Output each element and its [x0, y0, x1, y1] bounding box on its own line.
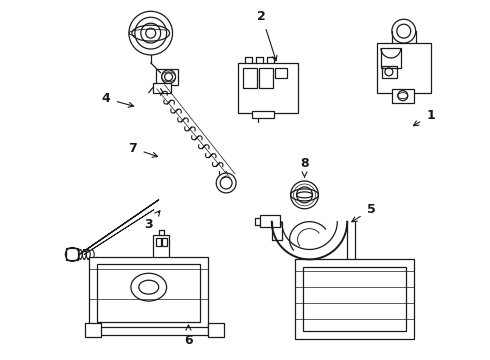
- Bar: [260, 215, 280, 227]
- Bar: [208, 323, 224, 337]
- Bar: [66, 248, 78, 260]
- Bar: [238, 63, 297, 113]
- Bar: [162, 238, 167, 247]
- Bar: [89, 327, 208, 335]
- Bar: [85, 323, 101, 337]
- Bar: [381, 48, 401, 68]
- Bar: [259, 68, 273, 88]
- Text: 2: 2: [257, 10, 277, 61]
- Bar: [243, 68, 257, 88]
- Bar: [156, 238, 161, 247]
- Bar: [156, 69, 177, 85]
- Bar: [89, 257, 208, 329]
- Circle shape: [291, 181, 318, 209]
- Bar: [392, 89, 414, 103]
- Bar: [275, 68, 287, 78]
- Circle shape: [392, 19, 416, 43]
- Bar: [153, 83, 171, 93]
- Circle shape: [216, 173, 236, 193]
- Bar: [302, 267, 406, 331]
- Bar: [97, 264, 200, 322]
- Text: 5: 5: [352, 203, 375, 222]
- Bar: [382, 66, 397, 78]
- Text: 6: 6: [184, 325, 193, 347]
- Text: 7: 7: [128, 142, 157, 157]
- Bar: [153, 235, 169, 262]
- Bar: [294, 260, 414, 339]
- Text: 1: 1: [414, 109, 435, 126]
- Circle shape: [162, 70, 175, 84]
- Bar: [377, 43, 431, 93]
- Circle shape: [129, 11, 172, 55]
- Bar: [252, 111, 274, 118]
- Text: 3: 3: [145, 211, 160, 231]
- Text: 8: 8: [300, 157, 309, 177]
- Text: 4: 4: [102, 92, 134, 107]
